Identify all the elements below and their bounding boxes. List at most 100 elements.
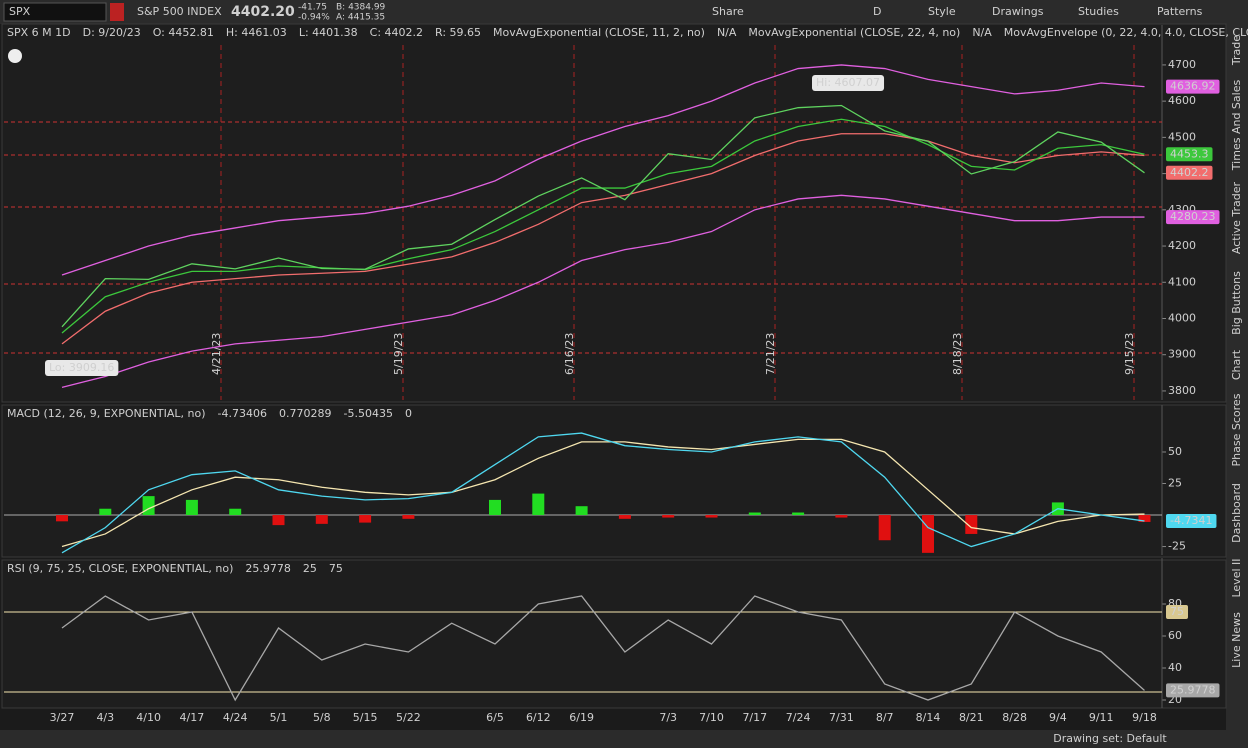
x-tick-label: 7/31 xyxy=(829,711,854,724)
period-label: 5/19/23 xyxy=(392,333,405,375)
x-tick-label: 8/28 xyxy=(1002,711,1027,724)
badge-bg xyxy=(1166,513,1217,528)
x-tick-label: 5/15 xyxy=(353,711,378,724)
histogram-bar xyxy=(792,512,805,516)
change-pct: -0.94% xyxy=(298,13,330,23)
side-tab[interactable]: Phase Scores xyxy=(1230,393,1243,466)
y-tick-label: -25 xyxy=(1168,540,1186,553)
histogram-bar xyxy=(965,515,978,534)
legend-text: RSI (9, 75, 25, CLOSE, EXPONENTIAL, no) xyxy=(7,562,233,575)
value-badge: 4402.2 xyxy=(1170,166,1209,179)
x-tick-label: 5/8 xyxy=(313,711,331,724)
last-price: 4402.20 xyxy=(231,4,295,20)
x-tick-label: 8/14 xyxy=(916,711,941,724)
status-bar xyxy=(0,730,1226,748)
toolbar-button[interactable]: D xyxy=(873,5,881,18)
histogram-bar xyxy=(99,508,112,516)
side-tab[interactable]: Active Trader xyxy=(1230,181,1243,254)
y-tick-label: 3800 xyxy=(1168,384,1196,397)
histogram-bar xyxy=(575,506,588,516)
change: -41.75 xyxy=(298,3,327,13)
macd-panel xyxy=(1,404,1227,558)
histogram-bar xyxy=(185,499,198,516)
toolbar-button[interactable]: Drawings xyxy=(992,5,1044,18)
link-button[interactable] xyxy=(110,3,124,21)
x-tick-label: 9/18 xyxy=(1132,711,1157,724)
series-line xyxy=(61,438,1145,548)
x-tick-label: 9/11 xyxy=(1089,711,1114,724)
histogram-bar xyxy=(56,515,68,522)
x-tick-label: 6/19 xyxy=(569,711,594,724)
legend-text: 75 xyxy=(329,562,343,575)
histogram-bar xyxy=(662,515,675,518)
x-tick-label: 4/17 xyxy=(180,711,205,724)
series-line xyxy=(61,595,1145,702)
toolbar-button[interactable]: Studies xyxy=(1078,5,1119,18)
badge-bg xyxy=(1166,605,1188,619)
side-tabs xyxy=(1226,24,1248,748)
legend-text: -4.73406 xyxy=(218,407,267,420)
side-tab[interactable]: Dashboard xyxy=(1230,483,1243,543)
value-badge: -4.7341 xyxy=(1170,514,1212,527)
x-tick-label: 7/24 xyxy=(786,711,811,724)
histogram-bar xyxy=(532,493,545,516)
toolbar-button[interactable]: Patterns xyxy=(1157,5,1203,18)
histogram-bar xyxy=(835,515,848,518)
side-tab[interactable]: Big Buttons xyxy=(1230,271,1243,335)
series-line xyxy=(61,194,1145,388)
histogram-bar xyxy=(1138,515,1151,522)
histogram-bar xyxy=(142,496,155,516)
price-panel xyxy=(1,23,1227,403)
value-badge: 4280.23 xyxy=(1170,210,1216,223)
symbol-box[interactable] xyxy=(3,2,107,22)
alert-icon[interactable] xyxy=(8,49,22,63)
histogram-bar xyxy=(878,515,891,541)
legend-text: H: 4461.03 xyxy=(226,26,287,39)
y-tick-label: 25 xyxy=(1168,477,1182,490)
x-tick-label: 7/17 xyxy=(742,711,767,724)
legend-text: MovAvgEnvelope (0, 22, 4.0, 4.0, CLOSE, … xyxy=(1004,26,1248,39)
histogram-bar xyxy=(229,508,242,516)
toolbar-button[interactable]: Share xyxy=(712,5,744,18)
x-tick-label: 6/12 xyxy=(526,711,551,724)
value-badge: 4636.92 xyxy=(1170,80,1216,93)
status-text: Drawing set: Default xyxy=(1053,732,1167,745)
y-tick-label: 40 xyxy=(1168,661,1182,674)
histogram-bar xyxy=(922,515,934,553)
legend-text: MovAvgExponential (CLOSE, 22, 4, no) xyxy=(748,26,960,39)
side-tab[interactable]: Live News xyxy=(1230,612,1243,668)
series-line xyxy=(61,64,1145,276)
legend-text: R: 59.65 xyxy=(435,26,481,39)
symbol: SPX xyxy=(9,5,31,18)
side-tab[interactable]: Trade xyxy=(1230,35,1243,66)
legend-text: SPX 6 M 1D xyxy=(7,26,71,39)
x-tick-label: 4/3 xyxy=(96,711,114,724)
side-tab[interactable]: Chart xyxy=(1230,349,1243,380)
legend-text: D: 9/20/23 xyxy=(83,26,141,39)
histogram-bar xyxy=(748,512,761,516)
callout-bg xyxy=(812,75,885,91)
x-tick-label: 9/4 xyxy=(1049,711,1067,724)
callout: Hi: 4607.07 xyxy=(816,76,880,89)
legend-text: N/A xyxy=(972,26,992,39)
x-tick-label: 8/21 xyxy=(959,711,984,724)
description: S&P 500 INDEX xyxy=(137,5,222,18)
badge-bg xyxy=(1166,683,1220,698)
histogram-bar xyxy=(315,515,328,524)
histogram-bar xyxy=(359,515,372,523)
legend-text: O: 4452.81 xyxy=(153,26,214,39)
side-tab[interactable]: Times And Sales xyxy=(1230,80,1243,172)
legend-text: MACD (12, 26, 9, EXPONENTIAL, no) xyxy=(7,407,206,420)
legend-text: 25 xyxy=(303,562,317,575)
toolbar-button[interactable]: Style xyxy=(928,5,956,18)
x-tick-label: 7/10 xyxy=(699,711,724,724)
histogram-bar xyxy=(272,515,285,526)
y-tick-label: 4000 xyxy=(1168,311,1196,324)
period-label: 9/15/23 xyxy=(1123,333,1136,375)
period-label: 4/21/23 xyxy=(210,333,223,375)
histogram-bar xyxy=(489,499,501,516)
callout: Lo: 3909.16 xyxy=(49,361,114,374)
y-tick-label: 4200 xyxy=(1168,239,1196,252)
side-tab[interactable]: Level II xyxy=(1230,558,1243,597)
